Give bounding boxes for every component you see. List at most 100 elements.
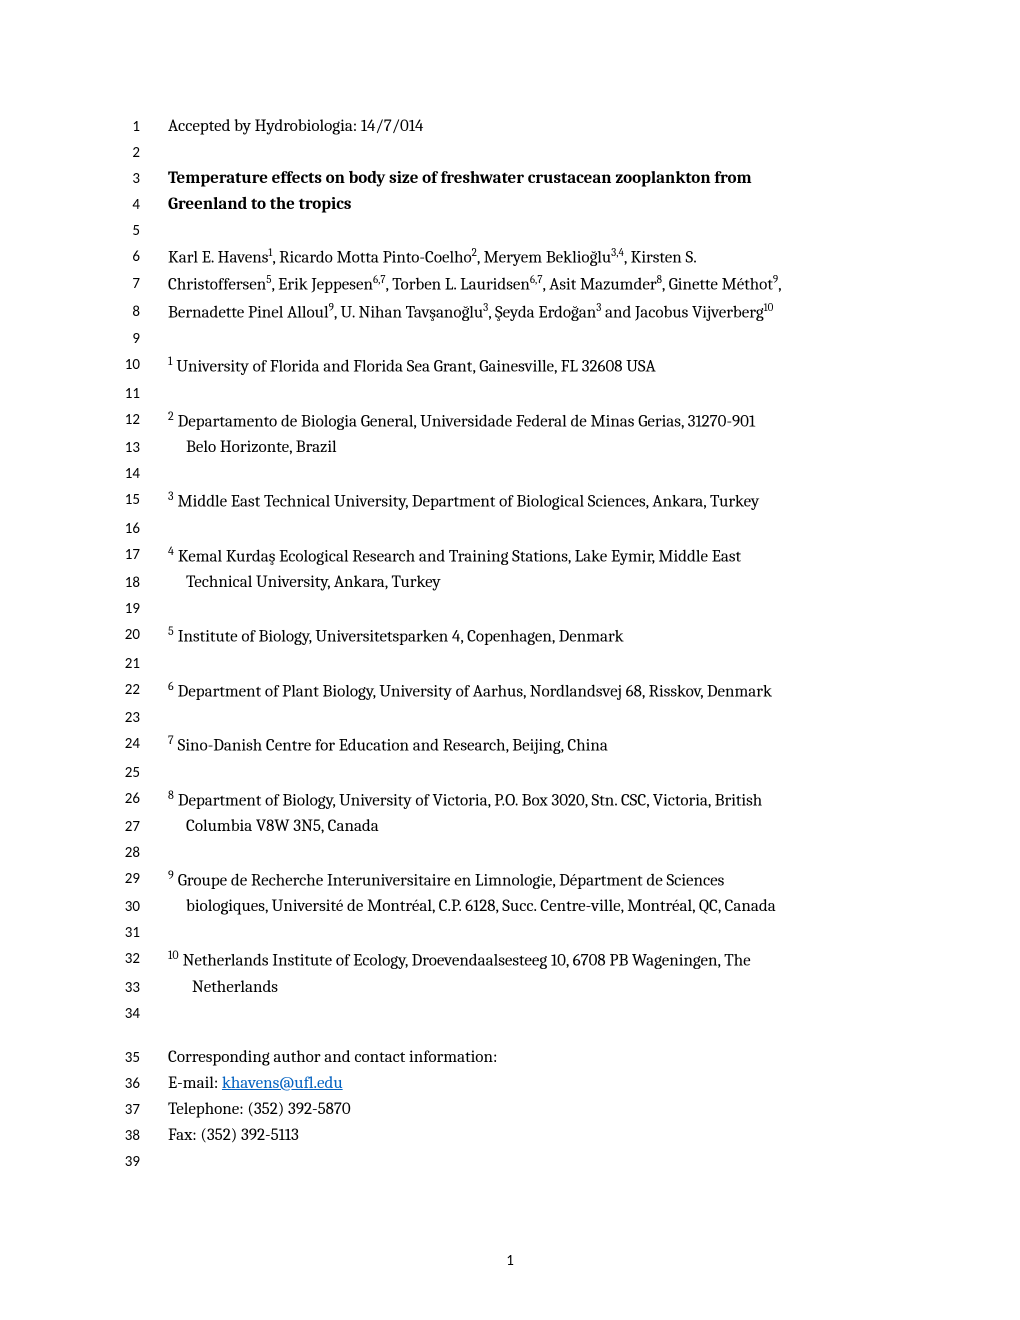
affiliation-4: 4Kemal Kurdaş Ecological Research and Tr…	[140, 543, 920, 569]
manuscript-line: 13 Belo Horizonte, Brazil	[100, 436, 920, 460]
manuscript-line: 23	[100, 706, 920, 730]
affiliation-sup: 10	[764, 301, 774, 314]
page-number: 1	[506, 1252, 514, 1270]
line-number: 6	[100, 245, 140, 266]
manuscript-line: 16	[100, 517, 920, 541]
affiliation-text: Netherlands Institute of Ecology, Droeve…	[183, 952, 751, 971]
email-line: E-mail: khavens@ufl.edu	[140, 1072, 920, 1096]
line-number: 20	[100, 623, 140, 644]
line-number: 13	[100, 436, 140, 457]
affiliation-text: Department of Biology, University of Vic…	[178, 791, 762, 810]
line-number: 7	[100, 272, 140, 293]
line-number: 1	[100, 115, 140, 136]
email-link[interactable]: khavens@ufl.edu	[222, 1074, 343, 1093]
line-number: 14	[100, 462, 140, 483]
line-number: 37	[100, 1098, 140, 1119]
manuscript-line: 9	[100, 327, 920, 351]
manuscript-line: 3 Temperature effects on body size of fr…	[100, 167, 920, 191]
line-number: 3	[100, 167, 140, 188]
affiliation-9-cont: biologiques, Université de Montréal, C.P…	[140, 895, 920, 919]
line-number: 36	[100, 1072, 140, 1093]
manuscript-line: 39	[100, 1150, 920, 1174]
affiliation-2: 2Departamento de Biologia General, Unive…	[140, 408, 920, 434]
line-number: 28	[100, 841, 140, 862]
manuscript-line: 32 10Netherlands Institute of Ecology, D…	[100, 947, 920, 973]
line-number: 16	[100, 517, 140, 538]
author-name: , Meryem Beklioğlu	[477, 249, 611, 268]
affiliation-5: 5Institute of Biology, Universitetsparke…	[140, 623, 920, 649]
affiliation-text: Belo Horizonte, Brazil	[186, 438, 337, 457]
affiliation-2-cont: Belo Horizonte, Brazil	[140, 436, 920, 460]
line-number: 39	[100, 1150, 140, 1171]
affiliation-text: Technical University, Ankara, Turkey	[186, 573, 441, 592]
manuscript-line: 2	[100, 141, 920, 165]
line-number: 10	[100, 353, 140, 374]
affiliation-number: 6	[168, 679, 174, 693]
affiliation-8-cont: Columbia V8W 3N5, Canada	[140, 815, 920, 839]
affiliation-9: 9Groupe de Recherche Interuniversitaire …	[140, 867, 920, 893]
author-name: , Ginette Méthot	[662, 276, 773, 295]
line-number: 25	[100, 761, 140, 782]
line-number: 4	[100, 193, 140, 214]
line-number: 18	[100, 571, 140, 592]
line-number: 2	[100, 141, 140, 162]
manuscript-line: 5	[100, 219, 920, 243]
line-number: 5	[100, 219, 140, 240]
line-number: 9	[100, 327, 140, 348]
manuscript-line: 18 Technical University, Ankara, Turkey	[100, 571, 920, 595]
line-number: 26	[100, 787, 140, 808]
author-name: , Torben L. Lauridsen	[386, 276, 530, 295]
manuscript-line: 25	[100, 761, 920, 785]
author-name: , Ricardo Motta Pinto-Coelho	[272, 249, 471, 268]
line-number: 17	[100, 543, 140, 564]
manuscript-line: 38 Fax: (352) 392-5113	[100, 1124, 920, 1148]
fax-line: Fax: (352) 392-5113	[140, 1124, 920, 1148]
manuscript-line: 36 E-mail: khavens@ufl.edu	[100, 1072, 920, 1096]
affiliation-number: 7	[168, 733, 174, 747]
affiliation-number: 1	[168, 354, 172, 368]
manuscript-line: 7 Christoffersen5, Erik Jeppesen6,7, Tor…	[100, 272, 920, 297]
manuscript-line: 8 Bernadette Pinel Alloul9, U. Nihan Tav…	[100, 300, 920, 325]
affiliation-7: 7 Sino-Danish Centre for Education and Re…	[140, 732, 920, 758]
acceptance-text: Accepted by Hydrobiologia: 14/7/014	[140, 115, 920, 139]
manuscript-line: 6 Karl E. Havens1, Ricardo Motta Pinto-C…	[100, 245, 920, 270]
manuscript-line: 19	[100, 597, 920, 621]
affiliation-4-cont: Technical University, Ankara, Turkey	[140, 571, 920, 595]
line-number: 34	[100, 1002, 140, 1023]
affiliation-text: Institute of Biology, Universitetsparken…	[178, 628, 624, 647]
affiliation-sup: 6,7	[530, 273, 543, 286]
manuscript-line: 17 4Kemal Kurdaş Ecological Research and…	[100, 543, 920, 569]
manuscript-line: 11	[100, 382, 920, 406]
manuscript-line: 14	[100, 462, 920, 486]
line-number: 19	[100, 597, 140, 618]
line-number: 33	[100, 976, 140, 997]
affiliation-6: 6 Department of Plant Biology, University…	[140, 678, 920, 704]
author-name: , Erik Jeppesen	[271, 276, 373, 295]
manuscript-line: 26 8Department of Biology, University of…	[100, 787, 920, 813]
line-number: 27	[100, 815, 140, 836]
manuscript-line: 15 3Middle East Technical University, De…	[100, 488, 920, 514]
manuscript-line: 22 6Department of Plant Biology, Univers…	[100, 678, 920, 704]
manuscript-line: 1 Accepted by Hydrobiologia: 14/7/014	[100, 115, 920, 139]
line-number: 8	[100, 300, 140, 321]
line-number: 29	[100, 867, 140, 888]
affiliation-1: 1 University of Florida and Florida Sea G…	[140, 353, 920, 379]
affiliation-text: University of Florida and Florida Sea Gr…	[176, 358, 655, 377]
affiliation-text: Department of Plant Biology, University …	[178, 682, 772, 701]
authors-line-3: Bernadette Pinel Alloul9, U. Nihan Tavşa…	[140, 300, 920, 325]
affiliation-text: Netherlands	[192, 978, 278, 997]
manuscript-line: 37 Telephone: (352) 392-5870	[100, 1098, 920, 1122]
affiliation-text: Departamento de Biologia General, Univer…	[178, 412, 755, 431]
manuscript-line: 20 5Institute of Biology, Universitetspa…	[100, 623, 920, 649]
affiliation-number: 10	[168, 948, 179, 962]
line-number: 30	[100, 895, 140, 916]
manuscript-line: 30 biologiques, Université de Montréal, …	[100, 895, 920, 919]
affiliation-number: 4	[168, 544, 174, 558]
line-number: 11	[100, 382, 140, 403]
line-number: 12	[100, 408, 140, 429]
author-name: , U. Nihan Tavşanoğlu	[334, 304, 483, 323]
manuscript-line: 28	[100, 841, 920, 865]
affiliation-text: Columbia V8W 3N5, Canada	[186, 817, 379, 836]
author-name: , Kirsten S.	[624, 249, 697, 268]
affiliation-text: Sino-Danish Centre for Education and Res…	[178, 737, 608, 756]
